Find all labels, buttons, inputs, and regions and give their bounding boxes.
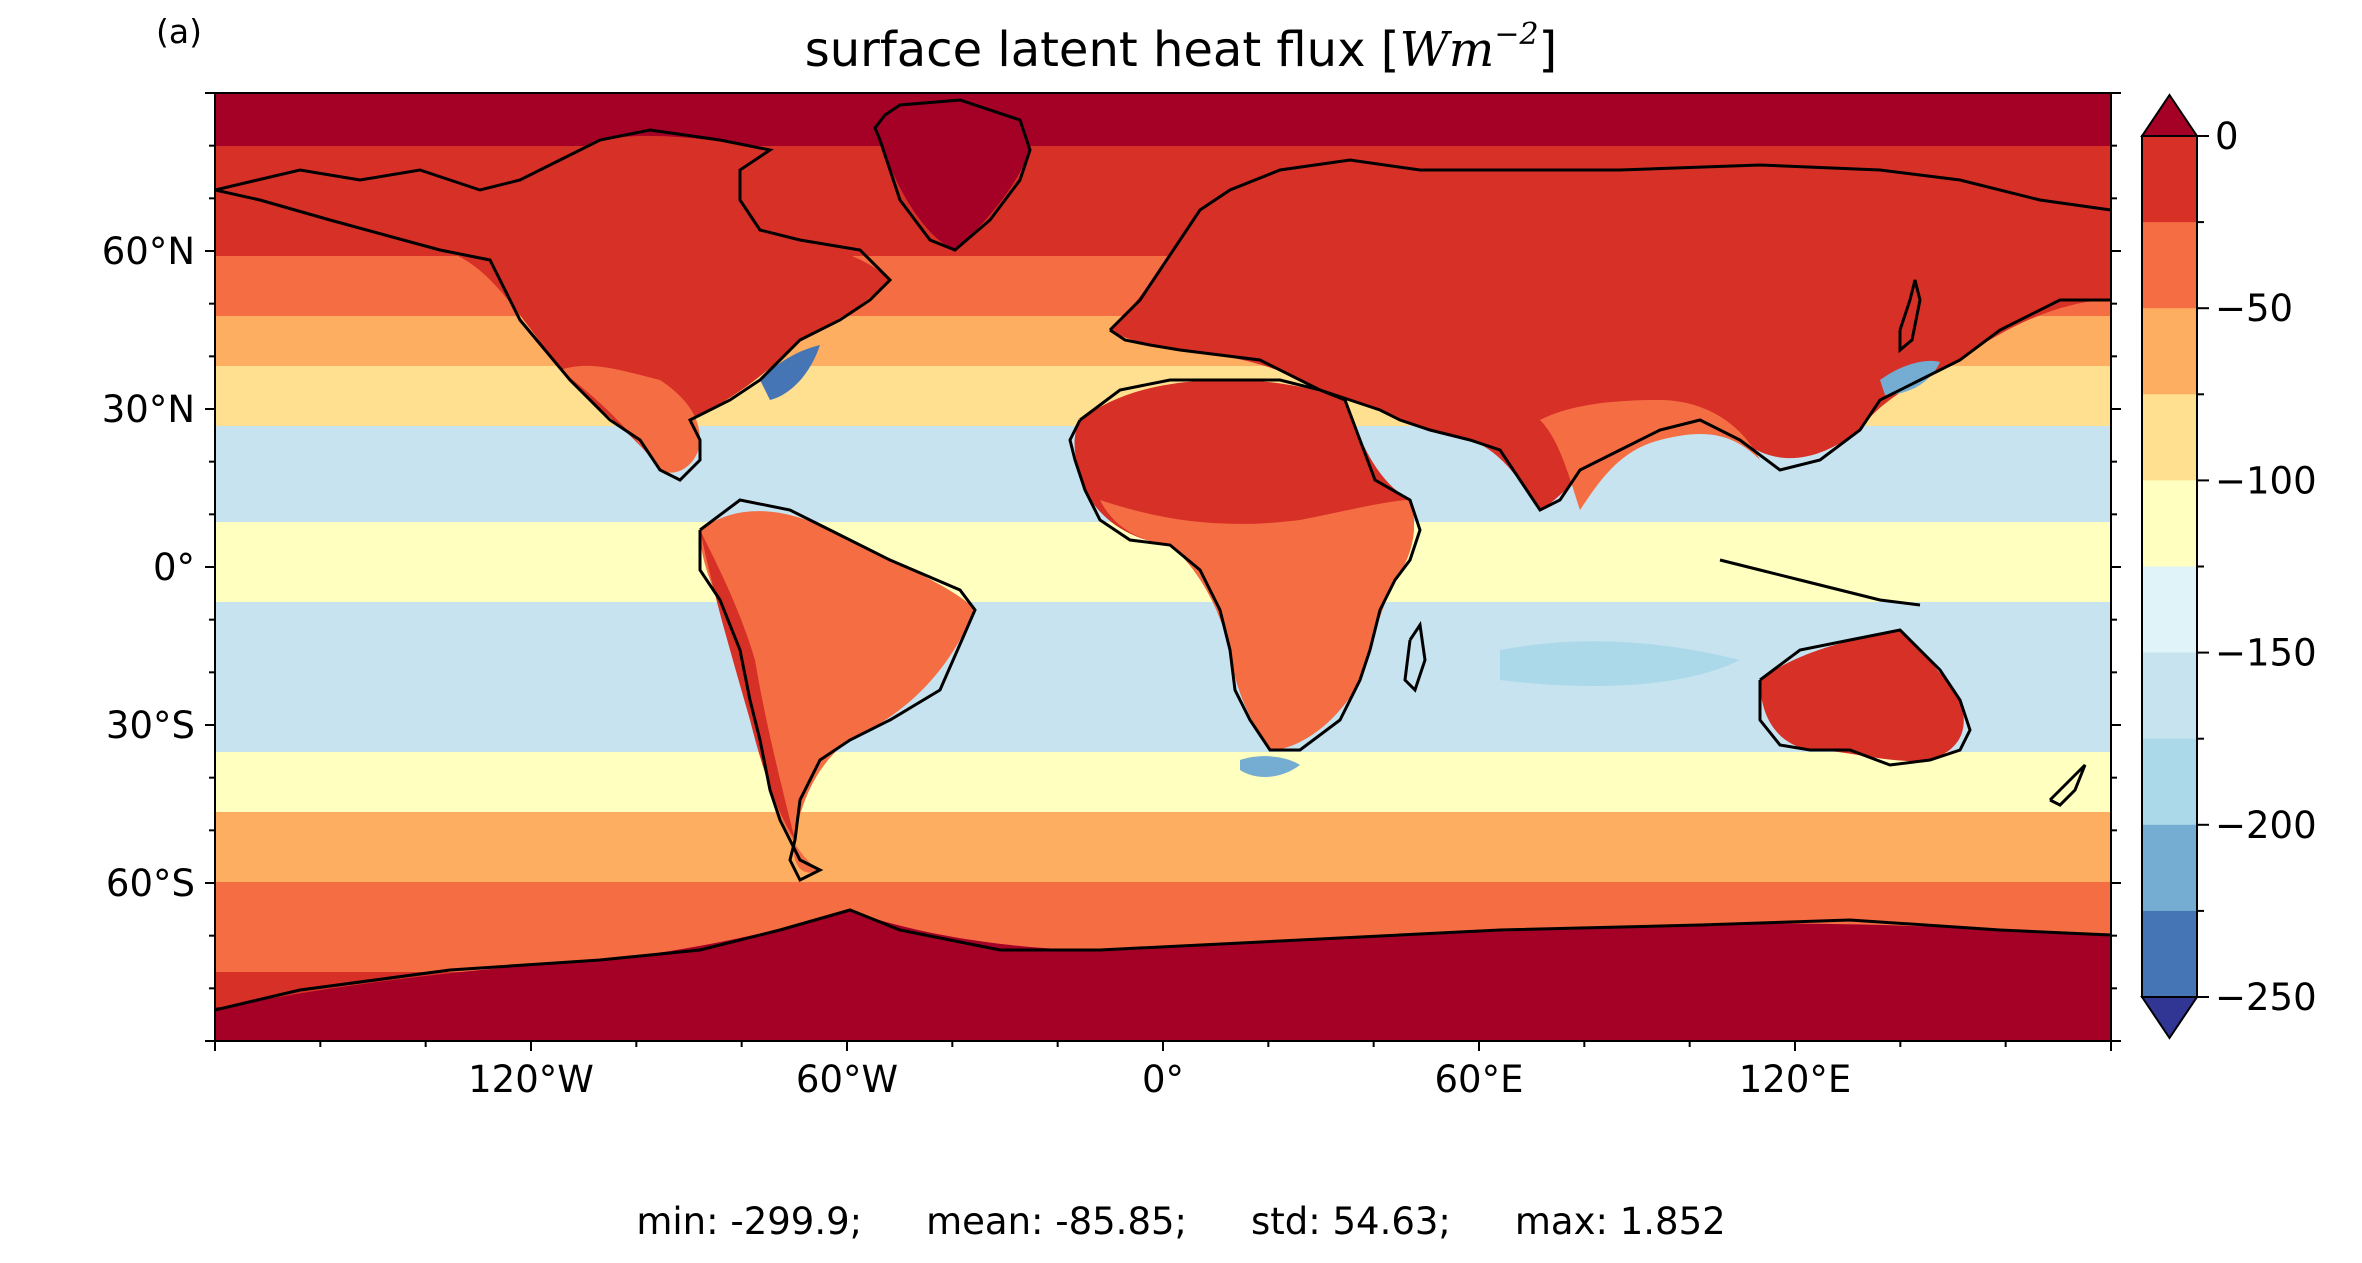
lon-tick-label: 60°E bbox=[1435, 1058, 1524, 1101]
lat-ticks: 60°N 30°N 0° 30°S 60°S bbox=[102, 92, 2121, 1042]
lat-tick-label: 0° bbox=[153, 546, 195, 589]
lat-tick-label: 30°N bbox=[102, 388, 195, 431]
map-title: surface latent heat flux [Wm−2] bbox=[0, 20, 2362, 79]
lat-tick-label: 30°S bbox=[106, 704, 195, 747]
land-north-america bbox=[215, 135, 890, 471]
coastline-japan bbox=[1898, 279, 1922, 354]
lon-tick-label: 60°W bbox=[796, 1058, 898, 1101]
colorbar-level bbox=[2142, 480, 2197, 567]
coastline-antarctica bbox=[215, 908, 2111, 1012]
land-antarctica bbox=[215, 910, 2111, 1041]
title-unit-exponent: −2 bbox=[1494, 17, 1539, 52]
lat-tick-label: 60°S bbox=[106, 862, 195, 905]
colorbar-tick-label: −200 bbox=[2215, 804, 2317, 847]
lon-tick-label: 120°E bbox=[1739, 1058, 1852, 1101]
coastline-australia bbox=[1758, 628, 1972, 767]
title-close: ] bbox=[1538, 22, 1558, 78]
colorbar-level bbox=[2142, 910, 2197, 998]
colorbar-level bbox=[2142, 738, 2197, 826]
coastline-greenland bbox=[873, 98, 1032, 252]
colorbar-tick-label: −100 bbox=[2215, 459, 2317, 502]
stat-max: max: 1.852 bbox=[1514, 1200, 1726, 1243]
colorbar-tick-label: −50 bbox=[2215, 287, 2293, 330]
coastline-indonesia bbox=[1719, 558, 1921, 607]
anomaly-gulf-stream bbox=[760, 345, 820, 400]
panel-label: (a) bbox=[156, 12, 202, 51]
colorbar-level bbox=[2142, 824, 2197, 912]
title-unit: Wm bbox=[1399, 22, 1495, 78]
coastline-south-america bbox=[698, 498, 977, 883]
coastline-madagascar bbox=[1403, 620, 1427, 693]
colorbar-extend-under bbox=[2140, 996, 2199, 1040]
colorbar-extend-over bbox=[2140, 93, 2199, 137]
lon-tick-label: 0° bbox=[1142, 1058, 1184, 1101]
land-australia bbox=[1760, 630, 1964, 762]
land-africa-south bbox=[1100, 500, 1415, 750]
anomaly-kuroshio bbox=[1880, 360, 1940, 395]
colorbar-level bbox=[2142, 652, 2197, 740]
colorbar-level bbox=[2142, 136, 2197, 223]
lat-tick-label: 60°N bbox=[102, 230, 195, 273]
colorbar-tick-label: −250 bbox=[2215, 976, 2317, 1019]
stat-mean: mean: -85.85; bbox=[926, 1200, 1187, 1243]
lon-ticks: 120°W 60°W 0° 60°E 120°E bbox=[214, 1041, 2112, 1101]
colorbar-level bbox=[2142, 566, 2197, 654]
land-north-america-south bbox=[560, 365, 700, 473]
anomaly-south-indian bbox=[1500, 641, 1740, 686]
heat-flux-field bbox=[215, 93, 2111, 1041]
colorbar-level bbox=[2142, 308, 2197, 395]
band-south-30 bbox=[215, 812, 2111, 882]
colorbar-tick-label: 0 bbox=[2215, 115, 2239, 158]
stat-min: min: -299.9; bbox=[636, 1200, 863, 1243]
anomaly-agulhas bbox=[1240, 756, 1300, 777]
title-text: surface latent heat flux [ bbox=[804, 22, 1400, 78]
colorbar-level bbox=[2142, 222, 2197, 309]
colorbar: 0 −50 −100 −150 −200 −250 bbox=[2140, 93, 2317, 1040]
lon-tick-label: 120°W bbox=[468, 1058, 594, 1101]
land-greenland bbox=[878, 104, 1030, 250]
coastline-asia-south bbox=[1109, 298, 2111, 512]
coastline-north-america bbox=[215, 128, 893, 482]
land-eurasia bbox=[1110, 165, 2111, 511]
coastline-eurasia bbox=[1108, 158, 2111, 332]
band-south-subtrop bbox=[215, 752, 2111, 812]
stat-std: std: 54.63; bbox=[1251, 1200, 1451, 1243]
land-south-asia bbox=[1540, 400, 1760, 510]
stats-line: min: -299.9; mean: -85.85; std: 54.63; max:… bbox=[0, 1200, 2362, 1243]
coastline-new-zealand bbox=[2048, 763, 2087, 807]
band-arctic-cap bbox=[215, 93, 2111, 146]
colorbar-level bbox=[2142, 394, 2197, 481]
colorbar-tick-label: −150 bbox=[2215, 632, 2317, 675]
